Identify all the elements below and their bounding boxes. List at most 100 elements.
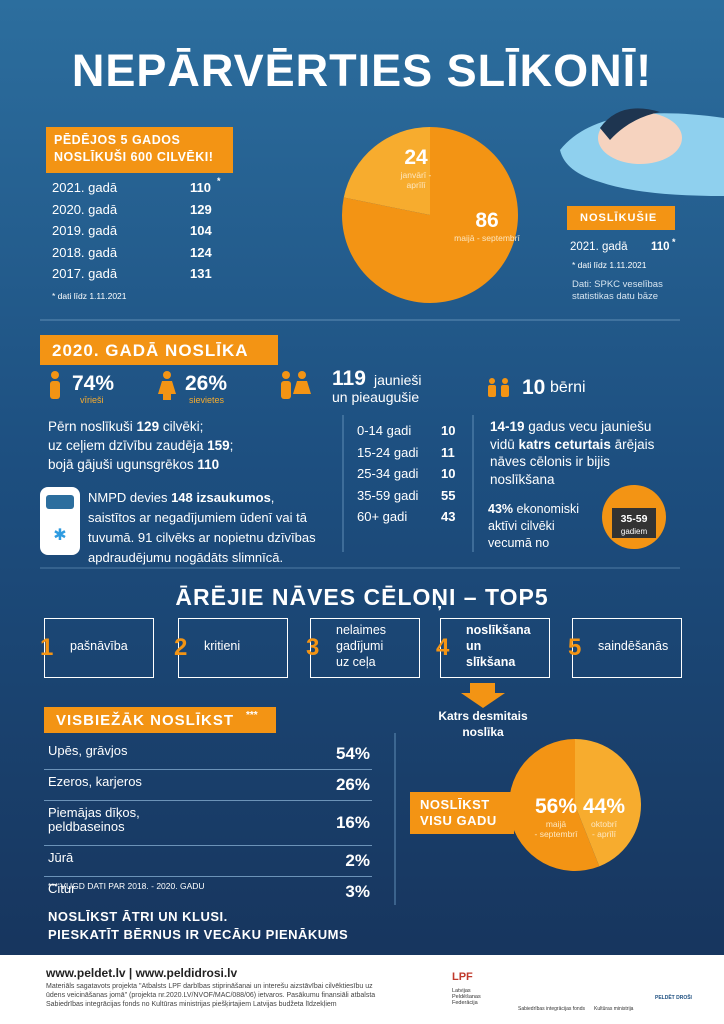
cause-label: uz ceļa xyxy=(336,655,376,669)
label: un pieaugušie xyxy=(332,389,420,405)
age-group: 35-59 gadi xyxy=(357,487,419,503)
heading: VISBIEŽĀK NOSLĪKST xyxy=(56,712,235,729)
logo: PELDĒT DROŠI xyxy=(655,995,692,1001)
text-run: , xyxy=(270,490,275,505)
text-run: tuvumā. 91 cilvēks ar nopietnu dzīvības xyxy=(88,530,316,545)
cause-box xyxy=(310,618,420,678)
cause-box xyxy=(44,618,154,678)
place: peldbaseinos xyxy=(48,819,125,834)
closing: PIESKATĪT BĒRNUS IR VECĀKU PIENĀKUMS xyxy=(48,927,349,942)
logo: Kultūras ministrija xyxy=(594,1006,634,1012)
paragraph-line: 14-19 gadus vecu jauniešu xyxy=(490,420,651,434)
heading: PĒDĒJOS 5 GADOS xyxy=(54,133,181,147)
place: Upēs, grāvjos xyxy=(48,743,128,758)
slice-label: maijā - septembrī xyxy=(454,233,520,243)
share: 3% xyxy=(345,882,370,901)
source: statistikas datu bāze xyxy=(572,291,659,302)
note: noslīka xyxy=(462,725,504,739)
heading: NOSLĪKUŠI 600 CILVĒKI! xyxy=(54,150,214,164)
rank: 2 xyxy=(174,634,188,661)
text-run: vecumā no xyxy=(488,536,550,550)
age-count: 10 xyxy=(441,466,456,481)
paragraph-line: NMPD devies 148 izsaukumos, xyxy=(88,491,274,504)
rank: 5 xyxy=(568,634,582,661)
badge-box xyxy=(612,508,656,538)
closing: NOSLĪKST ĀTRI UN KLUSI. xyxy=(48,909,228,924)
row-value: 104 xyxy=(190,223,212,238)
source: Dati: SPKC veselības xyxy=(572,279,663,290)
cause-label: saindēšanās xyxy=(598,639,669,653)
text-run: apdraudējumu nogādāts slimnīcā. xyxy=(88,550,284,565)
text-run: uz ceļiem dzīvību zaudēja xyxy=(48,438,208,453)
row-rule xyxy=(44,800,372,801)
slice-value: 56% xyxy=(534,795,578,818)
age-group: 25-34 gadi xyxy=(357,466,419,481)
mark: *** xyxy=(246,710,258,721)
text-run: katrs ceturtais xyxy=(518,436,611,452)
row-mark: * xyxy=(217,176,221,186)
heading-box xyxy=(46,127,233,173)
rank: 1 xyxy=(40,634,54,661)
paragraph-line: vecumā no xyxy=(488,537,549,550)
slice-label: maijā xyxy=(545,819,567,829)
age-group: 60+ gadi xyxy=(357,509,408,524)
footer-bg xyxy=(0,955,724,1024)
text-run: noslīkšana xyxy=(490,471,555,487)
place: Citur xyxy=(48,881,76,896)
label: vīrieši xyxy=(80,395,104,405)
note: * dati līdz 1.11.2021 xyxy=(572,260,647,270)
slice-label: - septembrī xyxy=(534,829,578,839)
slice-label: oktobrī xyxy=(591,819,617,829)
cause-label: slīkšana xyxy=(466,655,516,669)
place: Jūrā xyxy=(48,850,74,865)
paragraph-line: saistītos ar negadījumiem ūdenī vai tā xyxy=(88,511,307,524)
heading-box xyxy=(567,206,675,230)
slice-label: janvārī - xyxy=(400,170,432,180)
pie-slice xyxy=(575,739,641,867)
heading-box xyxy=(410,792,514,834)
heading: 2020. GADĀ NOSLĪKA xyxy=(52,341,249,360)
cause-box xyxy=(440,618,550,678)
label: sievietes xyxy=(189,395,225,405)
sites: www.peldet.lv | www.peldidrosi.lv xyxy=(46,966,238,980)
row-rule xyxy=(44,876,372,877)
label: 2021. gadā xyxy=(570,241,628,253)
paragraph-line: nāves cēlonis ir bijis xyxy=(490,455,610,469)
row-label: 2021. gadā xyxy=(52,180,118,195)
mark: * xyxy=(672,237,676,247)
slice-value: 86 xyxy=(475,209,499,232)
logo: Sabiedrības integrācijas fonds xyxy=(518,1006,585,1012)
row-label: 2019. gadā xyxy=(52,223,118,238)
row-rule xyxy=(44,769,372,770)
title: NEPĀRVĒRTIES SLĪKONĪ! xyxy=(71,45,653,96)
age-count: 43 xyxy=(441,509,456,524)
text-run: ārējais xyxy=(610,436,655,452)
logo: LPF xyxy=(452,971,473,983)
share: 26% xyxy=(335,775,370,794)
rank: 3 xyxy=(306,634,320,661)
paragraph-line: 43% ekonomiski xyxy=(488,503,579,516)
disclaimer: ūdens veicināšanas jomā" (projekta nr.20… xyxy=(46,992,376,999)
ambulance-star: ✱ xyxy=(53,527,66,544)
heading: NOSLĪKUŠIE xyxy=(580,212,658,224)
value: 110 xyxy=(651,241,670,253)
row-label: 2017. gadā xyxy=(52,266,118,281)
slice-label: aprīlī xyxy=(406,180,426,190)
disclaimer: Materiāls sagatavots projekta "Atbalsts … xyxy=(46,983,373,990)
note: Katrs desmitais xyxy=(438,709,528,723)
text-run: saistītos ar negadījumiem ūdenī vai tā xyxy=(88,510,307,525)
paragraph-line: Pērn noslīkuši 129 cilvēki; xyxy=(48,420,203,434)
text-run: NMPD devies xyxy=(88,490,172,505)
text-run: 159 xyxy=(207,438,230,453)
badge: 35-59 xyxy=(620,513,648,525)
slice-value: 24 xyxy=(404,146,428,169)
hair xyxy=(600,108,660,140)
row-value: 124 xyxy=(190,244,212,260)
text-run: vidū xyxy=(490,436,519,452)
cause-label: noslīkšana xyxy=(466,623,531,637)
text-run: ekonomiski xyxy=(513,502,580,516)
heading-box xyxy=(44,707,276,733)
pie-slice xyxy=(343,127,430,215)
age-count: 10 xyxy=(441,423,456,438)
